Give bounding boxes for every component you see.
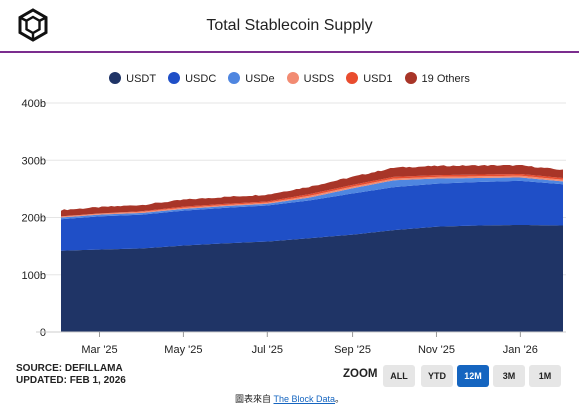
y-tick-label: 200b [22,213,46,225]
x-tick-label: Sep '25 [334,344,371,356]
legend-swatch [109,72,122,84]
legend-label: USD1 [363,73,393,85]
zoom-button-12m[interactable]: 12M [457,365,489,387]
y-tick-label: 0 [40,327,46,339]
area-series-usde [61,177,563,220]
area-series-usds [61,175,563,218]
legend-swatch [346,72,359,84]
zoom-button-ytd[interactable]: YTD [421,365,453,387]
chart-legend: USDT USDC USDe USDS USD1 19 Others [0,72,579,85]
area-series-usd1 [61,174,563,217]
legend-item-usd1[interactable]: USD1 [346,72,393,85]
chart-credit: 圖表來自 The Block Data。 [0,392,579,405]
y-tick-label: 100b [22,270,46,282]
chart-title: Total Stablecoin Supply [206,17,373,34]
x-tick-label: Jul '25 [252,344,283,356]
legend-item-19-others[interactable]: 19 Others [404,72,470,85]
y-tick-label: 300b [22,155,46,167]
legend-swatch [228,72,241,84]
legend-label: USDT [126,73,157,85]
legend-label: USDS [303,73,335,85]
legend-label: USDC [185,73,217,85]
legend-item-usde[interactable]: USDe [228,72,275,85]
area-series-19-others [61,164,563,217]
area-series-usdc [61,180,563,251]
legend-label: USDe [245,73,275,85]
the-block-logo-icon [18,8,48,42]
x-tick-label: Nov '25 [418,344,455,356]
header-divider [0,51,579,53]
source-note: SOURCE: DEFILLAMA UPDATED: FEB 1, 2026 [16,363,126,387]
legend-item-usds[interactable]: USDS [286,72,335,85]
legend-swatch [168,72,181,84]
credit-suffix: 。 [335,394,345,404]
legend-swatch [404,72,417,84]
zoom-button-1m[interactable]: 1M [529,365,561,387]
updated-line: UPDATED: FEB 1, 2026 [16,375,126,386]
area-series-usdt [61,224,563,332]
x-tick-label: May '25 [164,344,202,356]
chart-header: Total Stablecoin Supply [0,0,579,54]
x-tick-label: Jan '26 [503,344,538,356]
zoom-button-3m[interactable]: 3M [493,365,525,387]
x-tick-label: Mar '25 [81,344,117,356]
the-block-data-link[interactable]: The Block Data [273,394,336,404]
zoom-label: ZOOM [343,368,378,380]
legend-swatch [286,72,299,84]
legend-label: 19 Others [421,73,470,85]
stacked-area-chart: 0 100b 200b 300b 400b Mar '25 May '25 Jul '25 Se… [22,98,566,356]
credit-prefix: 圖表來自 [234,394,271,404]
y-tick-label: 400b [22,98,46,110]
legend-item-usdt[interactable]: USDT [109,72,156,85]
legend-item-usdc[interactable]: USDC [168,72,216,85]
zoom-button-all[interactable]: ALL [383,365,415,387]
source-line: SOURCE: DEFILLAMA [16,363,123,374]
